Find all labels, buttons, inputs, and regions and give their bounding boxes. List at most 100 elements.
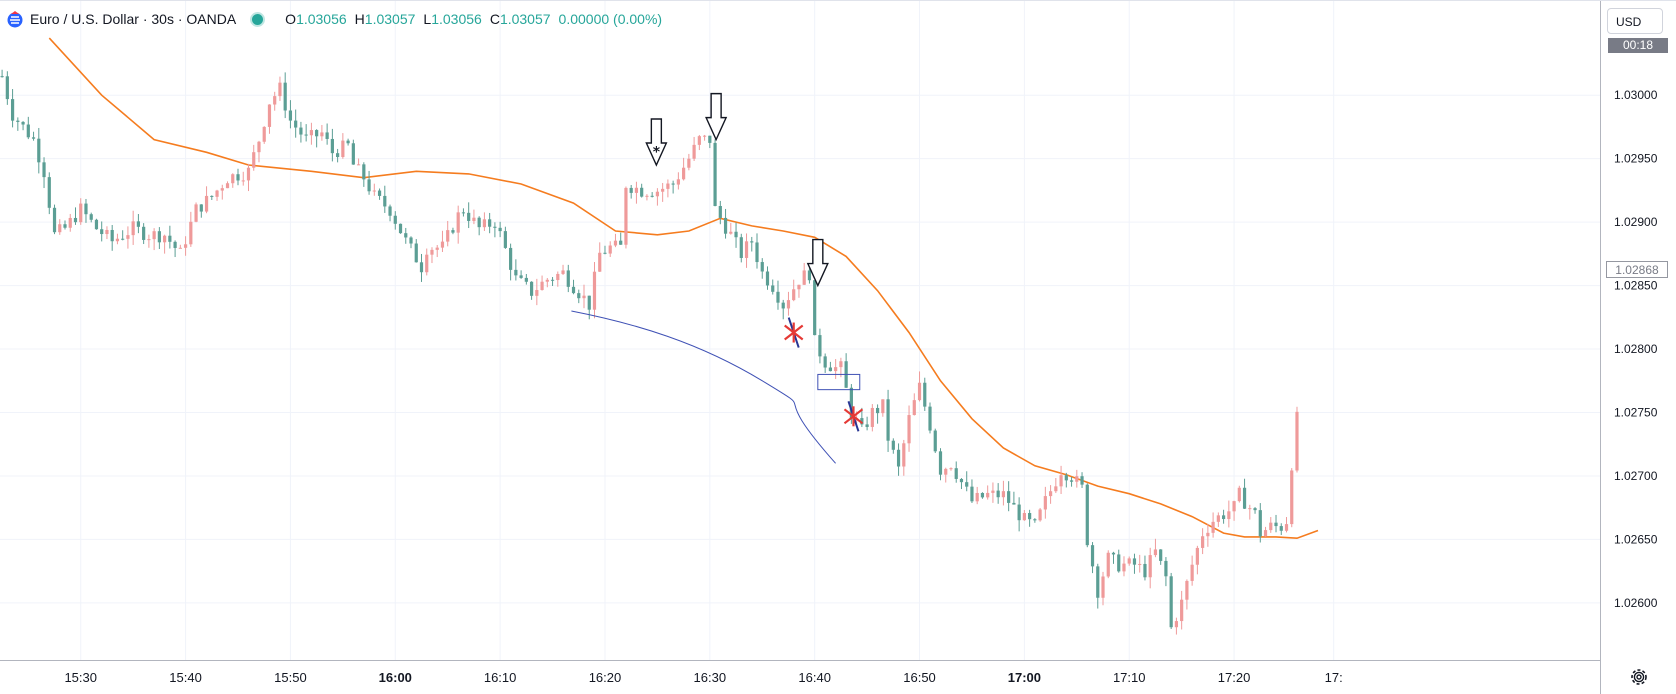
x-tick-label: 15:30 [64,670,97,685]
candle-body [886,399,890,441]
candle-body [739,237,743,258]
candle-body [634,187,639,193]
candle-body [1221,515,1226,520]
candle-body [723,217,728,234]
settings-gear-icon[interactable] [1628,666,1650,688]
candle-body [1054,486,1058,492]
candle-body [204,195,209,212]
candle-body [907,415,911,444]
candle-body [451,230,455,233]
candle-body [661,188,665,192]
candle-body [1269,522,1273,531]
candle-body [461,212,466,214]
candle-body [598,252,602,272]
candle-body [393,215,397,224]
candle-body [718,205,722,218]
candle-body [446,230,450,242]
candle-body [1190,564,1194,581]
candle-body [472,217,476,221]
candle-body [241,180,245,182]
y-tick-label: 1.03000 [1614,88,1658,102]
candle-body [818,335,822,357]
x-tick-label: 17:20 [1218,670,1251,685]
candle-body [1111,552,1116,555]
candle-body [619,240,623,245]
candle-body [267,104,272,127]
candle-body [786,300,791,309]
candle-body [16,120,20,122]
candle-body [1185,580,1189,600]
candle-body [640,187,644,197]
candle-body [792,289,796,301]
candle-body [89,214,93,220]
candle-body [0,76,4,78]
candle-body [928,406,932,431]
curve-drawing [571,310,836,464]
candle-body [629,187,633,193]
candle-body [996,490,1000,498]
market-status-dot-icon[interactable] [250,11,266,27]
candle-body [613,240,618,246]
candle-body [577,293,581,299]
candle-body [220,188,224,191]
candle-body [262,126,266,142]
candle-body [666,183,670,189]
y-tick-label: 1.02600 [1614,596,1658,610]
candle-body [1132,558,1137,565]
candle-body [493,226,497,228]
high-label: H [354,11,365,27]
open-label: O [285,11,297,27]
crosshair-price-label: 1.02868 [1606,261,1668,278]
candle-body [183,244,188,248]
candle-body [1180,599,1184,622]
candle-body [1048,491,1053,497]
candle-body [1038,509,1042,521]
currency-selector[interactable]: USD [1607,8,1663,34]
candle-body [152,231,156,240]
candle-body [131,221,135,236]
candle-body [1043,496,1047,510]
candle-body [797,284,801,290]
tradingview-logo-icon[interactable] [6,10,24,28]
symbol-title[interactable]: Euro / U.S. Dollar · 30s · OANDA [30,11,237,27]
candle-body [1007,491,1011,503]
candle-body [1206,532,1210,537]
candle-body [1159,549,1163,561]
candle-body [587,295,591,310]
candle-body [1080,476,1084,485]
candle-body [687,158,691,168]
candle-body [839,361,843,368]
candle-body [545,279,549,282]
moving-average-line [48,37,1319,540]
candle-body [498,227,502,232]
candle-body [509,247,513,270]
candle-body [52,207,57,233]
candle-body [440,241,445,248]
y-tick-label: 1.02800 [1614,342,1658,356]
candle-body [294,120,298,128]
y-tick-label: 1.02900 [1614,215,1658,229]
candle-body [1227,511,1231,520]
candle-body [896,449,901,467]
x-tick-label: 16:00 [379,670,412,685]
candle-body [383,195,387,207]
candle-body [524,277,528,282]
candle-body [650,195,654,197]
down-arrow-marker [705,92,728,142]
candle-body [1096,566,1100,598]
candle-body [157,231,161,243]
candle-body [1122,563,1126,572]
candle-body [126,235,130,239]
candle-body [566,270,570,287]
candle-body [849,387,853,419]
x-tick-label: 17:00 [1008,670,1041,685]
candle-body [1085,484,1089,546]
close-label: C [489,11,500,27]
low-label: L [423,11,432,27]
candle-body [1117,554,1121,572]
chart-grid [0,0,1600,660]
change-value: 0.00000 (0.00%) [558,11,663,27]
candle-body [765,271,770,286]
candle-body [965,482,969,487]
